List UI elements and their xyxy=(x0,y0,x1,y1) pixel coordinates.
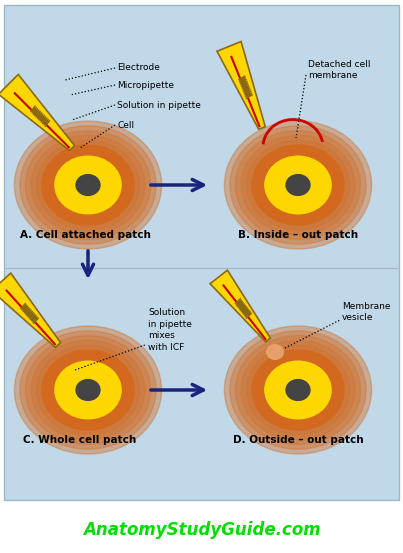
Text: Micropipette: Micropipette xyxy=(117,81,174,90)
Ellipse shape xyxy=(286,175,310,195)
Text: Electrode: Electrode xyxy=(117,64,160,72)
Polygon shape xyxy=(217,41,265,129)
Polygon shape xyxy=(0,273,60,347)
Ellipse shape xyxy=(42,350,134,430)
Ellipse shape xyxy=(76,175,100,195)
Text: A. Cell attached patch: A. Cell attached patch xyxy=(20,230,150,240)
Ellipse shape xyxy=(42,350,134,430)
Text: Solution in pipette: Solution in pipette xyxy=(117,101,201,109)
Ellipse shape xyxy=(247,140,349,230)
Ellipse shape xyxy=(15,326,162,454)
Text: Detached cell
membrane: Detached cell membrane xyxy=(308,60,370,80)
Ellipse shape xyxy=(224,121,372,249)
Text: Membrane
vesicle: Membrane vesicle xyxy=(342,302,391,322)
Ellipse shape xyxy=(37,345,139,435)
Ellipse shape xyxy=(42,145,134,225)
Text: Cell: Cell xyxy=(117,121,134,129)
Text: C. Whole cell patch: C. Whole cell patch xyxy=(23,435,137,445)
Ellipse shape xyxy=(252,350,344,430)
Ellipse shape xyxy=(286,379,310,400)
Ellipse shape xyxy=(235,336,361,445)
Polygon shape xyxy=(210,270,270,342)
Ellipse shape xyxy=(252,350,344,430)
Text: B. Inside – out patch: B. Inside – out patch xyxy=(238,230,358,240)
Ellipse shape xyxy=(230,126,366,244)
Text: D. Outside – out patch: D. Outside – out patch xyxy=(233,435,364,445)
Polygon shape xyxy=(0,75,75,150)
Ellipse shape xyxy=(25,131,151,239)
Text: Solution
in pipette
mixes
with ICF: Solution in pipette mixes with ICF xyxy=(148,309,192,352)
Ellipse shape xyxy=(20,331,156,449)
Ellipse shape xyxy=(37,140,139,230)
Ellipse shape xyxy=(241,341,355,440)
Ellipse shape xyxy=(15,121,162,249)
Ellipse shape xyxy=(76,379,100,400)
Ellipse shape xyxy=(252,145,344,225)
Ellipse shape xyxy=(55,361,121,419)
Text: AnatomyStudyGuide.com: AnatomyStudyGuide.com xyxy=(83,521,320,539)
Ellipse shape xyxy=(55,156,121,214)
Ellipse shape xyxy=(265,361,331,419)
Ellipse shape xyxy=(252,145,344,225)
Ellipse shape xyxy=(265,156,331,214)
Ellipse shape xyxy=(20,126,156,244)
Ellipse shape xyxy=(247,345,349,435)
Ellipse shape xyxy=(31,341,145,440)
Ellipse shape xyxy=(25,336,151,445)
Ellipse shape xyxy=(235,131,361,239)
Ellipse shape xyxy=(267,345,283,359)
Ellipse shape xyxy=(42,145,134,225)
FancyBboxPatch shape xyxy=(4,5,399,500)
Ellipse shape xyxy=(31,135,145,234)
Ellipse shape xyxy=(224,326,372,454)
Ellipse shape xyxy=(241,135,355,234)
Ellipse shape xyxy=(230,331,366,449)
